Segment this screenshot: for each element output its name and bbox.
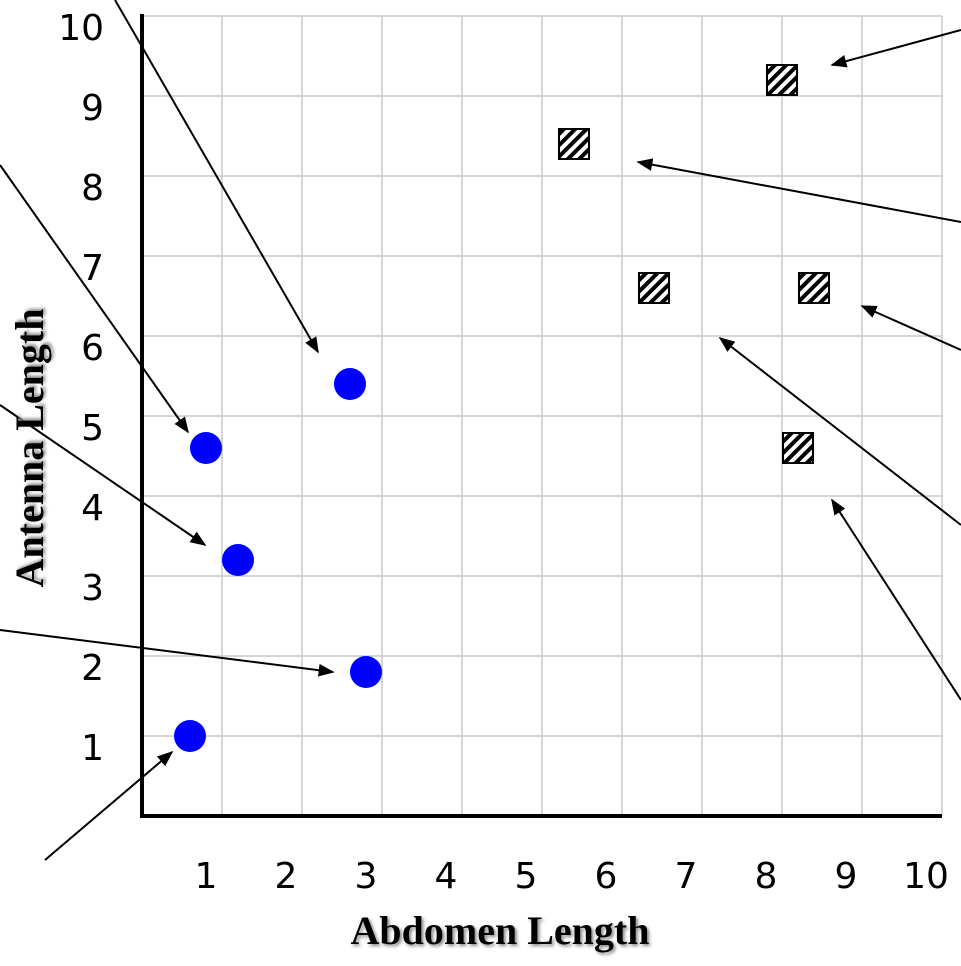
y-tick-label: 10 [58,8,104,49]
x-tick-label: 9 [835,856,858,897]
y-tick-label: 7 [81,248,104,289]
point [190,432,222,464]
point [782,432,814,464]
y-tick-label: 9 [81,88,104,129]
point [798,272,830,304]
x-tick-label: 10 [903,856,949,897]
y-tick-label: 5 [81,408,104,449]
arrow [44,750,174,861]
x-tick-label: 5 [515,856,538,897]
y-tick-label: 2 [81,648,104,689]
x-tick-label: 8 [755,856,778,897]
y-axis-title: Antenna Length [7,309,52,588]
x-tick-label: 6 [595,856,618,897]
annotation-arrows [0,0,961,861]
arrow [0,164,189,434]
point [174,720,206,752]
point [334,368,366,400]
point [222,544,254,576]
grid [142,15,943,816]
arrow [860,305,961,351]
y-tick-label: 6 [81,328,104,369]
point [638,272,670,304]
y-tick-label: 4 [81,488,104,529]
arrow [0,404,207,546]
arrow [718,337,961,526]
x-axis-title: Abdomen Length [351,908,650,953]
x-tick-label: 2 [275,856,298,897]
point [350,656,382,688]
arrow [831,498,961,701]
point [766,64,798,96]
arrow [636,158,961,223]
arrow [0,629,335,677]
arrow [830,29,961,68]
x-tick-label: 1 [195,856,218,897]
point [558,128,590,160]
y-tick-label: 1 [81,728,104,769]
x-tick-label: 3 [355,856,378,897]
y-tick-label: 8 [81,168,104,209]
y-tick-label: 3 [81,568,104,609]
arrow [114,0,319,354]
x-tick-label: 4 [435,856,458,897]
x-tick-label: 7 [675,856,698,897]
